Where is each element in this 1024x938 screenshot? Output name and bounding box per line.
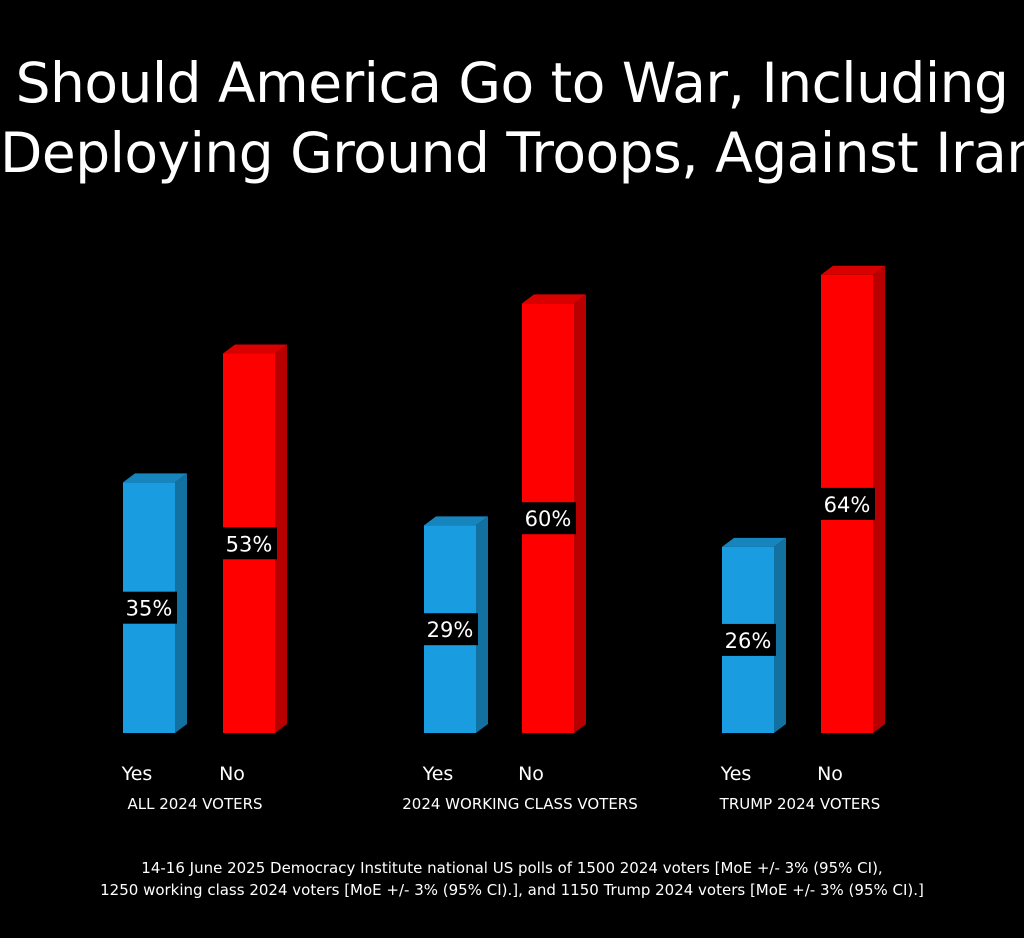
footnote-line-2: 1250 working class 2024 voters [MoE +/- … <box>100 881 924 899</box>
bar-no-1-value-label: 53% <box>226 532 273 556</box>
bar-no-2-top <box>522 294 586 304</box>
bar-yes-3-top <box>722 537 786 547</box>
bar-no-3-side <box>873 265 885 733</box>
bar-label-no-2: No <box>518 763 544 785</box>
bar-no-3-top <box>821 265 885 275</box>
bar-no-3-label-box <box>819 487 875 520</box>
bar-yes-2-value-label: 29% <box>427 618 474 642</box>
bar-label-yes-3: Yes <box>720 763 752 785</box>
bar-yes-2-side <box>476 516 488 733</box>
bar-yes-2-top <box>424 516 488 526</box>
bar-yes-2-label-box <box>422 613 478 646</box>
bar-yes-1-label-box <box>121 591 177 624</box>
bar-yes-1-side <box>175 473 187 733</box>
bar-yes-1-value-label: 35% <box>126 597 173 621</box>
bar-no-1-side <box>275 344 287 733</box>
bar-yes-3-side <box>774 537 786 733</box>
bar-no-2-value-label: 60% <box>525 507 572 531</box>
footnote-line-1: 14-16 June 2025 Democracy Institute nati… <box>141 859 883 877</box>
chart-title-line-2: Deploying Ground Troops, Against Iran? <box>0 121 1024 185</box>
bar-yes-3-value-label: 26% <box>725 629 772 653</box>
bar-yes-1-top <box>123 473 187 483</box>
bar-no-3-value-label: 64% <box>824 493 871 517</box>
source-footnote: 14-16 June 2025 Democracy Institute nati… <box>0 857 1024 901</box>
bar-yes-3-label-box <box>720 623 776 656</box>
category-label-2: 2024 WORKING CLASS VOTERS <box>402 795 638 813</box>
bar-no-2-side <box>574 294 586 733</box>
chart-title-line-1: Should America Go to War, Including <box>15 51 1009 115</box>
bar-label-no-3: No <box>817 763 843 785</box>
category-label-1: ALL 2024 VOTERS <box>127 795 262 813</box>
bar-label-yes-1: Yes <box>121 763 153 785</box>
bar-no-1-top <box>223 344 287 354</box>
bar-label-no-1: No <box>219 763 245 785</box>
bar-no-2-label-box <box>520 502 576 535</box>
category-label-3: TRUMP 2024 VOTERS <box>719 795 881 813</box>
bar-no-1-label-box <box>221 527 277 560</box>
bar-label-yes-2: Yes <box>422 763 454 785</box>
chart-title: Should America Go to War, Including Depl… <box>0 48 1024 188</box>
